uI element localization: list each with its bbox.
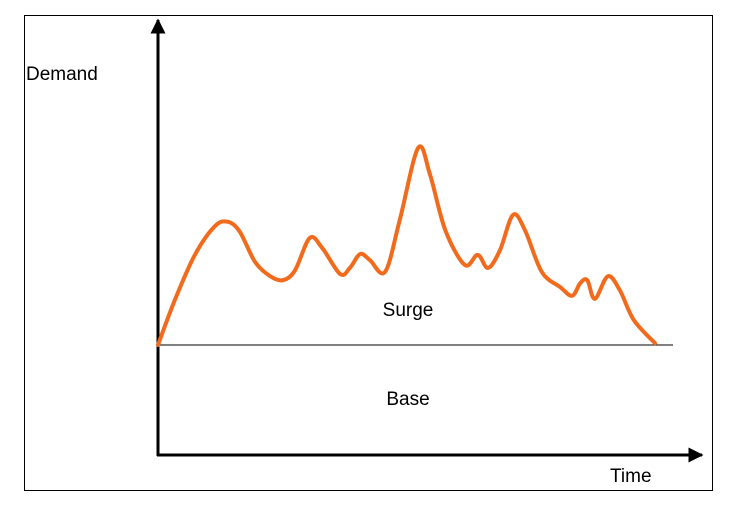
x-axis-label: Time	[610, 466, 652, 487]
frame	[24, 15, 713, 491]
annotation: Surge	[383, 300, 434, 321]
annotation: Base	[386, 389, 429, 410]
demand-line	[156, 144, 658, 347]
y-axis-label: Demand	[26, 64, 98, 85]
